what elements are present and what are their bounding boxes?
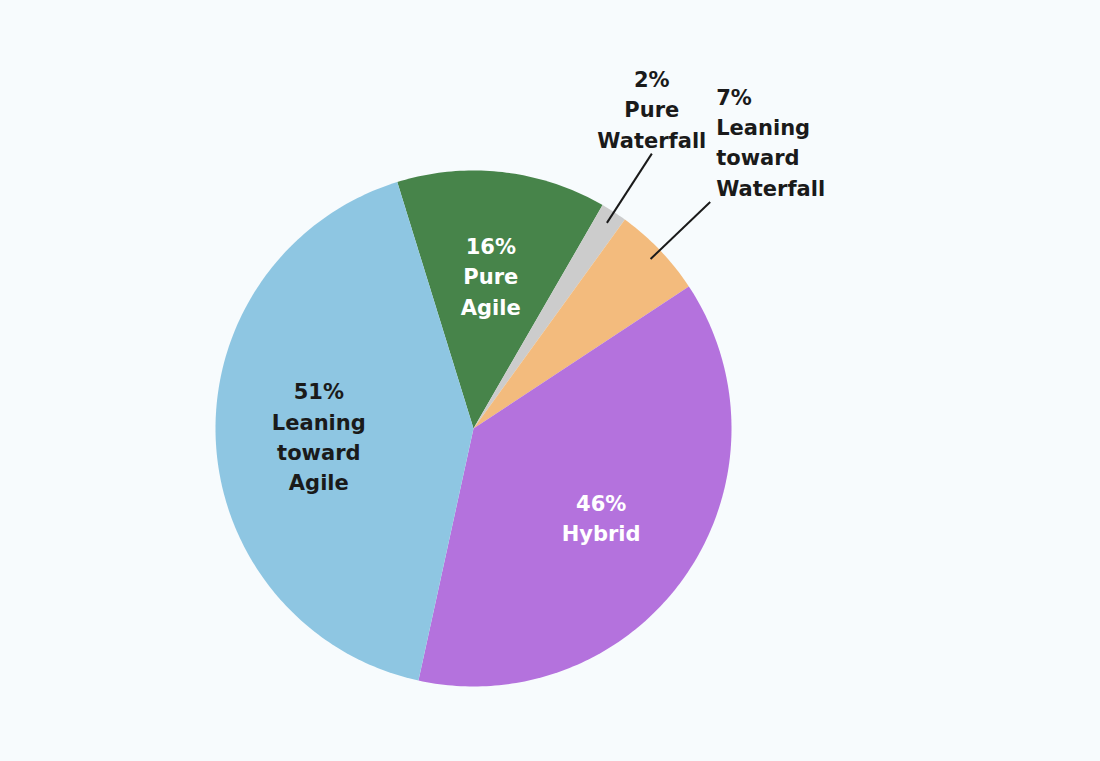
svg-text:51%LeaningtowardAgile: 51%LeaningtowardAgile — [272, 380, 366, 495]
svg-text:2%PureWaterfall: 2%PureWaterfall — [597, 68, 706, 153]
svg-text:16%PureAgile: 16%PureAgile — [461, 235, 521, 320]
svg-text:46%Hybrid: 46%Hybrid — [562, 492, 641, 546]
svg-text:7%LeaningtowardWaterfall: 7%LeaningtowardWaterfall — [716, 86, 825, 201]
